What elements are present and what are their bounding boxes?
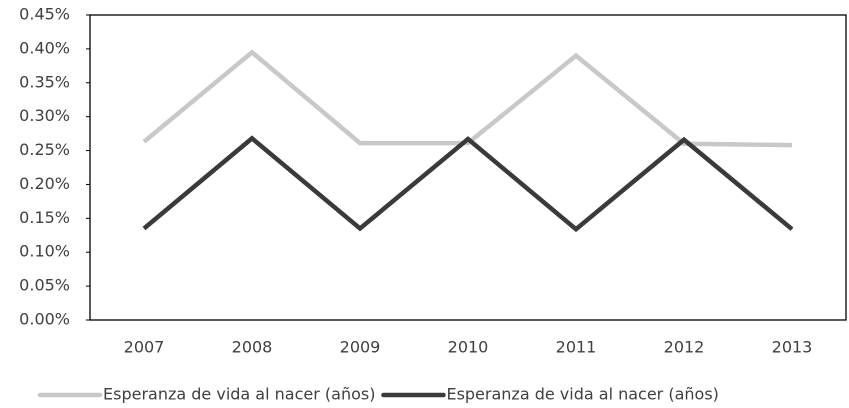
y-tick-label: 0.30% [19,106,70,125]
y-tick-label: 0.15% [19,208,70,227]
y-tick-label: 0.25% [19,140,70,159]
series-line [142,135,794,233]
x-tick-label: 2013 [772,338,813,357]
y-tick-label: 0.40% [19,38,70,57]
y-tick-label: 0.10% [19,242,70,261]
x-tick-label: 2012 [664,338,705,357]
plot-frame [89,14,847,321]
x-tick-label: 2010 [448,338,489,357]
x-tick-label: 2007 [124,338,165,357]
y-tick-label: 0.05% [19,276,70,295]
y-tick-label: 0.35% [19,72,70,91]
legend-label: Esperanza de vida al nacer (años) [103,385,375,404]
y-tick-label: 0.00% [19,310,70,329]
x-tick-label: 2009 [340,338,381,357]
x-tick-label: 2011 [556,338,597,357]
x-tick-label: 2008 [232,338,273,357]
series-line [142,49,793,148]
y-tick-label: 0.20% [19,174,70,193]
legend-label: Esperanza de vida al nacer (años) [446,385,718,404]
y-tick-label: 0.45% [19,5,70,24]
